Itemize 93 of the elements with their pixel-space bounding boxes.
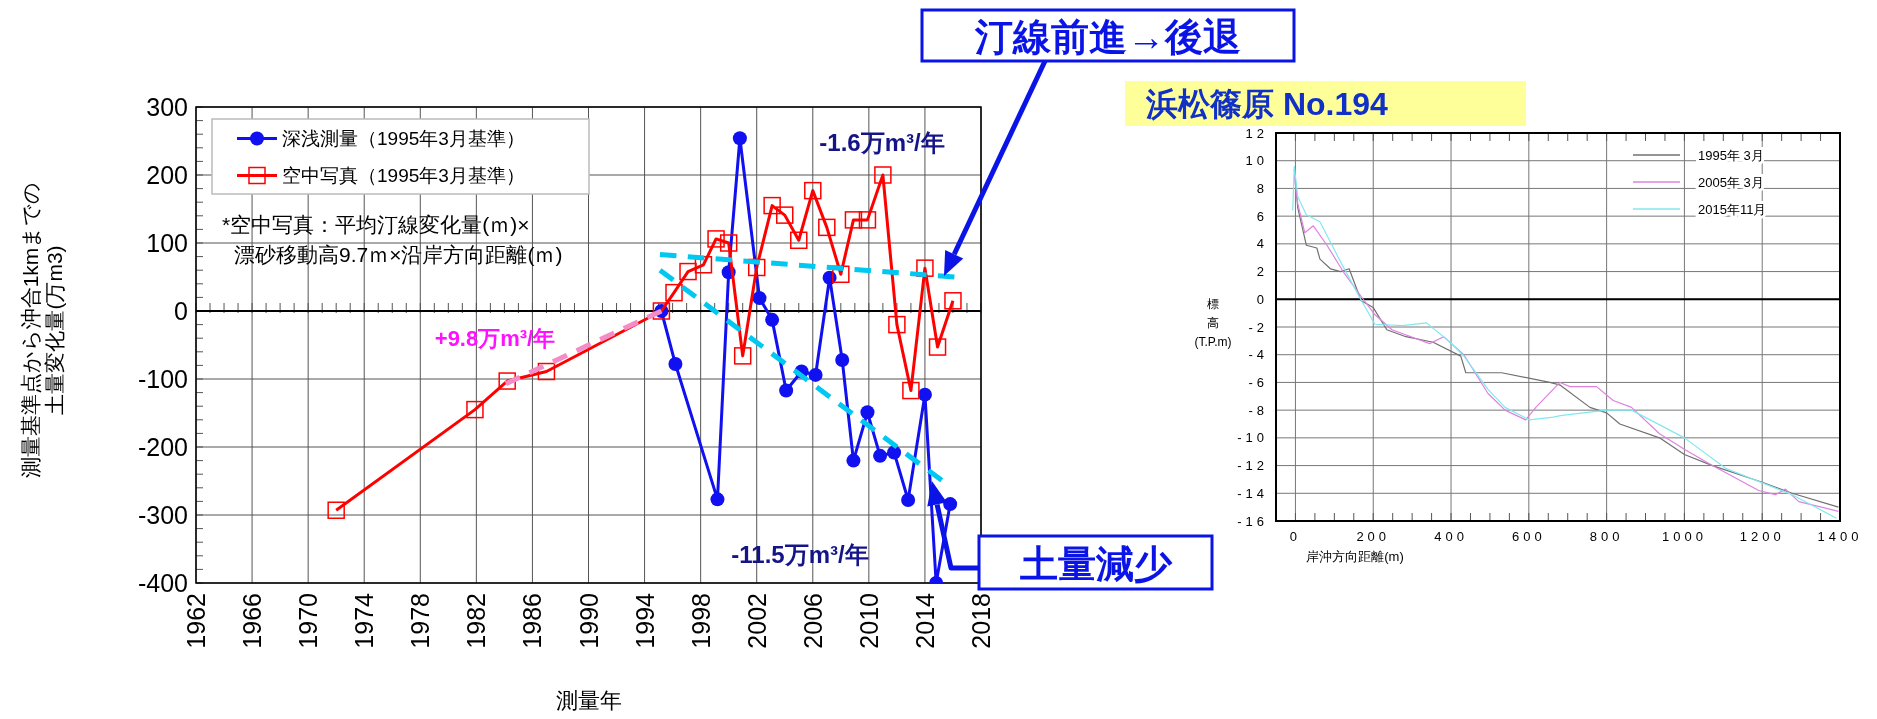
legend-label: 1995年 3月: [1698, 147, 1764, 163]
y-tick-label: 6: [1256, 208, 1268, 224]
chart-title: 浜松篠原 No.194: [1145, 85, 1389, 122]
y-tick-label: 100: [146, 229, 188, 257]
x-tick-label: 1200: [1739, 529, 1785, 544]
x-tick-label: 1994: [630, 592, 659, 649]
point: [733, 347, 752, 365]
x-axis-title: 岸沖方向距離(m): [1306, 549, 1404, 564]
point: [776, 206, 794, 224]
x-tick-label: 1974: [350, 592, 379, 649]
legend-label: 2005年 3月: [1698, 174, 1764, 190]
annotation: -1.6万m³/年: [819, 128, 945, 156]
point: [944, 292, 962, 310]
y-tick-label: 200: [146, 161, 188, 189]
x-tick-label: 2002: [742, 593, 771, 649]
y-tick-label: -16: [1237, 513, 1268, 529]
legend-label: 空中写真（1995年3月基準）: [282, 165, 525, 186]
point: [917, 387, 932, 402]
annotation: 土量減少: [1019, 542, 1173, 585]
x-tick-label: 1998: [686, 593, 715, 649]
point: [804, 181, 822, 200]
point: [858, 211, 877, 229]
y-tick-label: 0: [174, 297, 188, 325]
point: [752, 291, 767, 306]
y-tick-label: -8: [1248, 402, 1268, 418]
y-tick-label: -2: [1248, 319, 1268, 335]
point: [665, 283, 683, 302]
point: [943, 497, 958, 512]
point: [732, 131, 747, 146]
x-tick-label: 800: [1589, 529, 1624, 544]
y-tick-label: -300: [137, 501, 188, 529]
point: [679, 262, 697, 281]
x-tick-label: 2006: [798, 593, 827, 649]
y-tick-label: 0: [1256, 291, 1268, 307]
point: [902, 381, 920, 400]
y-tick-label: -100: [137, 365, 188, 393]
point: [818, 218, 836, 237]
point: [844, 211, 863, 229]
point: [874, 166, 892, 184]
legend-label: 2015年11月: [1698, 201, 1767, 217]
point: [846, 453, 861, 468]
y-tick-label: 10: [1245, 153, 1268, 169]
y-tick-label: 12: [1245, 125, 1268, 141]
y-axis-title: 測量基準点から沖合1kmまでの土量変化量(万m3): [18, 181, 66, 479]
x-tick-label: 1000: [1661, 529, 1707, 544]
x-tick-label: 600: [1511, 529, 1546, 544]
point: [860, 405, 875, 420]
point: [901, 493, 916, 508]
y-axis-title: 標高(T.P.m): [1194, 297, 1232, 349]
point: [668, 357, 683, 372]
x-tick-label: 1400: [1817, 529, 1863, 544]
point: [808, 367, 823, 382]
point: [835, 352, 850, 367]
point: [537, 362, 556, 381]
y-tick-label: 300: [146, 93, 188, 121]
text: 汀線前進→後退: [974, 15, 1241, 58]
point: [763, 196, 781, 215]
x-tick-label: 400: [1434, 529, 1468, 544]
point: [466, 400, 484, 419]
y-tick-label: -10: [1237, 430, 1268, 446]
point: [707, 230, 725, 248]
point: [779, 383, 794, 398]
y-tick-label: 8: [1256, 180, 1268, 196]
x-tick-label: 1982: [462, 593, 491, 649]
point: [873, 448, 888, 463]
x-tick-label: 2010: [854, 593, 883, 649]
x-tick-label: 2014: [910, 592, 939, 649]
point: [327, 501, 345, 519]
legend-label: 深浅測量（1995年3月基準）: [282, 128, 525, 149]
x-tick-label: 1978: [406, 593, 435, 649]
point: [888, 315, 906, 334]
point: [719, 234, 738, 252]
point: [887, 445, 902, 460]
y-tick-label: 4: [1256, 236, 1268, 252]
x-tick-label: 2018: [967, 593, 995, 649]
x-tick-label: 1966: [238, 593, 267, 649]
y-tick-label: -200: [137, 433, 188, 461]
point: [790, 231, 808, 250]
x-axis-title: 測量年: [556, 688, 622, 713]
point: [498, 372, 516, 390]
y-tick-label: -12: [1237, 458, 1268, 474]
y-tick-label: -6: [1248, 374, 1268, 390]
x-tick-label: 200: [1356, 529, 1391, 544]
point: [928, 338, 947, 356]
y-tick-label: 2: [1256, 264, 1268, 280]
x-tick-label: 1986: [518, 593, 547, 649]
y-tick-label: -14: [1237, 485, 1268, 501]
x-tick-label: 0: [1289, 529, 1302, 544]
point: [710, 492, 725, 507]
y-tick-label: -4: [1248, 347, 1268, 363]
x-tick-label: 1970: [294, 593, 323, 649]
x-tick-label: 1990: [574, 593, 603, 649]
point: [765, 312, 780, 327]
